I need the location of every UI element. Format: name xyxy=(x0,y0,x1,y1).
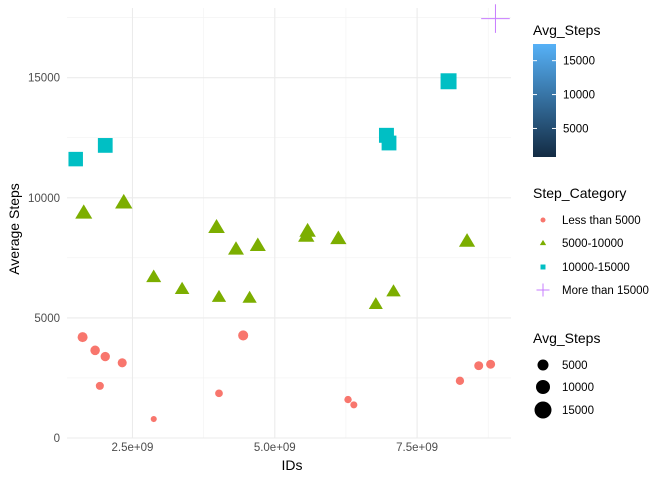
legend-key-plus xyxy=(536,283,550,297)
colorbar-tick-label: 15000 xyxy=(563,56,595,68)
data-point-circle xyxy=(100,351,110,362)
data-point-triangle xyxy=(299,222,316,237)
data-point-square xyxy=(440,73,457,90)
colorbar-title: Avg_Steps xyxy=(533,22,600,38)
data-point-triangle xyxy=(174,281,190,295)
x-axis-title: IDs xyxy=(282,457,303,473)
y-tick-label: 15000 xyxy=(28,73,60,85)
y-tick-label: 0 xyxy=(54,433,60,445)
data-point-triangle xyxy=(146,269,162,283)
grid-lines xyxy=(67,8,511,439)
data-point-triangle xyxy=(115,193,133,209)
y-axis-title: Average Steps xyxy=(6,183,22,275)
data-point-triangle xyxy=(458,233,476,247)
category-legend-title: Step_Category xyxy=(533,185,626,201)
data-point-plus xyxy=(481,4,510,33)
data-point-square xyxy=(381,135,397,151)
data-point-circle xyxy=(150,415,157,423)
y-tick-label: 5000 xyxy=(34,313,60,325)
data-point-circle xyxy=(77,332,88,343)
size-legend-title: Avg_Steps xyxy=(533,330,600,346)
data-point-triangle xyxy=(386,284,401,297)
size-legend-label: 15000 xyxy=(562,405,594,417)
data-point-triangle xyxy=(249,237,266,252)
data-point-triangle xyxy=(242,290,257,303)
data-point-circle xyxy=(486,359,496,369)
colorbar-tick-label: 5000 xyxy=(563,123,589,135)
axis-ticks: 0 5000 10000 15000 2.5e+09 5.0e+09 7.5e+09 xyxy=(28,73,438,454)
data-point-circle xyxy=(238,330,249,341)
y-tick-label: 10000 xyxy=(28,193,60,205)
category-legend-label: Less than 5000 xyxy=(562,215,641,227)
size-legend-label: 10000 xyxy=(562,382,594,394)
data-point-circle xyxy=(117,358,127,368)
legend-key-square xyxy=(540,264,546,270)
data-point-circle xyxy=(344,395,352,404)
data-point-circle xyxy=(90,345,100,356)
data-point-circle xyxy=(215,389,223,398)
size-legend-key xyxy=(536,380,550,394)
category-legend-label: 5000-10000 xyxy=(562,238,623,250)
data-point-circle xyxy=(474,361,484,371)
data-point-triangle xyxy=(368,297,383,309)
size-legend-key xyxy=(534,401,552,419)
data-point-square xyxy=(68,151,83,167)
x-tick-label: 5.0e+09 xyxy=(254,442,296,454)
colorbar-tick-label: 10000 xyxy=(563,90,595,102)
data-point-triangle xyxy=(330,230,347,245)
data-point-triangle xyxy=(211,289,227,302)
x-tick-label: 2.5e+09 xyxy=(112,442,154,454)
colorbar xyxy=(533,44,556,157)
x-tick-label: 7.5e+09 xyxy=(396,442,438,454)
category-legend-label: More than 15000 xyxy=(562,285,649,297)
data-point-circle xyxy=(350,401,358,409)
data-point-square xyxy=(97,138,113,153)
legend-key-circle xyxy=(540,217,546,223)
data-point-triangle xyxy=(208,219,225,233)
size-legend-label: 5000 xyxy=(562,360,588,372)
data-point-circle xyxy=(95,381,104,390)
size-legend-key xyxy=(537,359,549,371)
category-legend-label: 10000-15000 xyxy=(562,262,630,274)
data-point-triangle xyxy=(228,241,244,255)
data-point-triangle xyxy=(75,204,93,219)
legends: Avg_Steps 5000 10000 15000 Step_Category Less… xyxy=(533,22,649,419)
data-points xyxy=(68,4,510,423)
data-point-circle xyxy=(455,376,465,385)
legend-key-triangle xyxy=(539,239,547,246)
